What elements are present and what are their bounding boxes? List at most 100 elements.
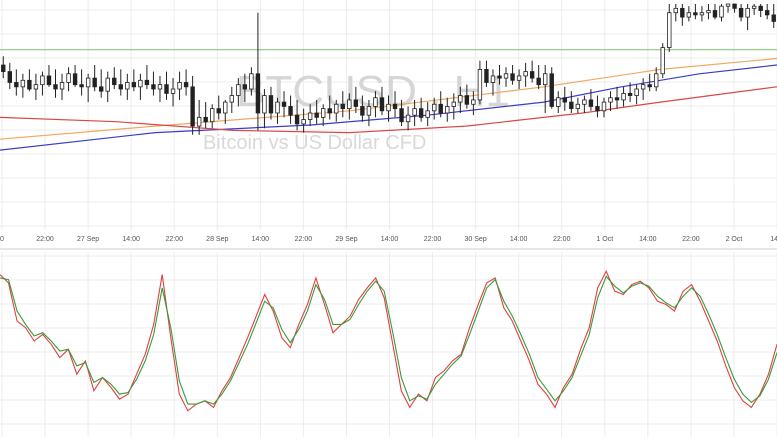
candle-bullish — [223, 101, 228, 114]
watermark-subtitle: Bitcoin vs US Dollar CFD — [203, 132, 426, 154]
x-tick-label: 14:00 — [381, 236, 399, 243]
candle-bullish — [125, 82, 130, 90]
candle-bullish — [301, 119, 306, 125]
x-tick-label: 0 — [0, 236, 4, 243]
candle-bullish — [660, 47, 665, 75]
candle-bearish — [131, 82, 137, 88]
x-axis: 0 22:00 27 Sep 14:00 22:00 28 Sep 14:00 22:00 29… — [0, 236, 777, 243]
candle-bearish — [562, 97, 567, 103]
candle-bearish — [529, 71, 535, 79]
candle-bearish — [765, 10, 770, 16]
candle-bullish — [229, 95, 234, 103]
x-tick-label: 22:00 — [295, 236, 313, 243]
candle-bullish — [262, 95, 267, 114]
candle-bullish — [601, 101, 607, 112]
candle-bullish — [366, 106, 372, 116]
candle-bullish — [196, 116, 202, 127]
candle-bearish — [46, 75, 52, 86]
candle-bullish — [33, 84, 39, 90]
candle-bearish — [693, 12, 698, 16]
candle-bearish — [118, 84, 123, 90]
x-tick-label: 22:00 — [165, 236, 183, 243]
candle-bullish — [210, 108, 215, 123]
candle-bullish — [745, 7, 750, 18]
x-tick-label: 14:00 — [122, 236, 140, 243]
candle-bullish — [177, 82, 182, 90]
candle-bullish — [405, 114, 411, 123]
candle-bullish — [654, 73, 659, 88]
candle-bullish — [451, 101, 456, 107]
candle-bullish — [236, 84, 241, 96]
candle-bearish — [464, 95, 470, 105]
candle-bearish — [53, 84, 58, 90]
candle-bearish — [360, 106, 365, 116]
candle-bearish — [99, 86, 104, 92]
candle-bearish — [771, 14, 776, 22]
candle-bearish — [732, 3, 737, 9]
candle-bearish — [288, 106, 293, 116]
candle-bullish — [425, 110, 430, 118]
candle-bearish — [314, 112, 319, 118]
candle-bullish — [85, 77, 91, 88]
candle-bullish — [334, 103, 339, 114]
x-tick-label: 29 Sep — [335, 236, 357, 243]
candle-bullish — [490, 75, 496, 83]
candle-bearish — [327, 108, 332, 114]
candle-bullish — [699, 12, 705, 16]
candle-bullish — [477, 69, 483, 101]
candle-bullish — [157, 84, 163, 90]
candle-bearish — [242, 84, 248, 90]
candle-bearish — [7, 71, 12, 83]
x-tick-label: 30 Sep — [465, 236, 487, 243]
x-tick-label: 22:00 — [36, 236, 54, 243]
stochastic-line-green — [0, 275, 777, 405]
candle-bearish — [438, 103, 443, 114]
candle-bullish — [516, 75, 522, 81]
candle-bullish — [706, 10, 711, 14]
candle-bullish — [582, 99, 587, 105]
x-tick-label: 14:0 — [770, 236, 777, 243]
candle-bullish — [667, 12, 672, 49]
x-tick-label: 1 Oct — [596, 236, 613, 243]
x-tick-label: 22:00 — [424, 236, 442, 243]
candle-bullish — [432, 103, 437, 112]
candle-bearish — [294, 114, 300, 125]
x-tick-label: 22:00 — [682, 236, 700, 243]
candle-bearish — [680, 7, 685, 18]
candle-bullish — [458, 95, 463, 103]
candle-bearish — [164, 84, 169, 94]
candle-bullish — [386, 103, 391, 112]
candle-bullish — [138, 79, 143, 88]
candles — [1, 3, 776, 135]
candle-bearish — [758, 5, 763, 11]
candle-bullish — [373, 97, 378, 107]
candle-bullish — [66, 73, 71, 83]
candle-bearish — [484, 69, 489, 83]
candle-bullish — [40, 75, 45, 86]
candle-bearish — [614, 97, 620, 101]
candle-bullish — [105, 77, 110, 92]
candle-bullish — [634, 88, 639, 96]
x-tick-label: 14:00 — [510, 236, 528, 243]
candle-bearish — [510, 73, 515, 81]
candle-bullish — [321, 108, 326, 118]
candle-bearish — [340, 103, 345, 110]
candle-bullish — [307, 112, 313, 120]
x-tick-label: 2 Oct — [726, 236, 743, 243]
candle-bullish — [275, 101, 280, 114]
candle-bullish — [471, 99, 476, 105]
candle-bearish — [268, 95, 274, 114]
candle-bearish — [14, 82, 19, 88]
candle-bearish — [255, 73, 261, 114]
candle-bullish — [725, 3, 731, 7]
candle-bearish — [72, 73, 78, 86]
candle-bearish — [112, 77, 117, 86]
candle-bearish — [399, 108, 404, 123]
candle-bearish — [281, 101, 287, 107]
candle-bearish — [712, 10, 718, 18]
candle-bearish — [627, 92, 633, 96]
